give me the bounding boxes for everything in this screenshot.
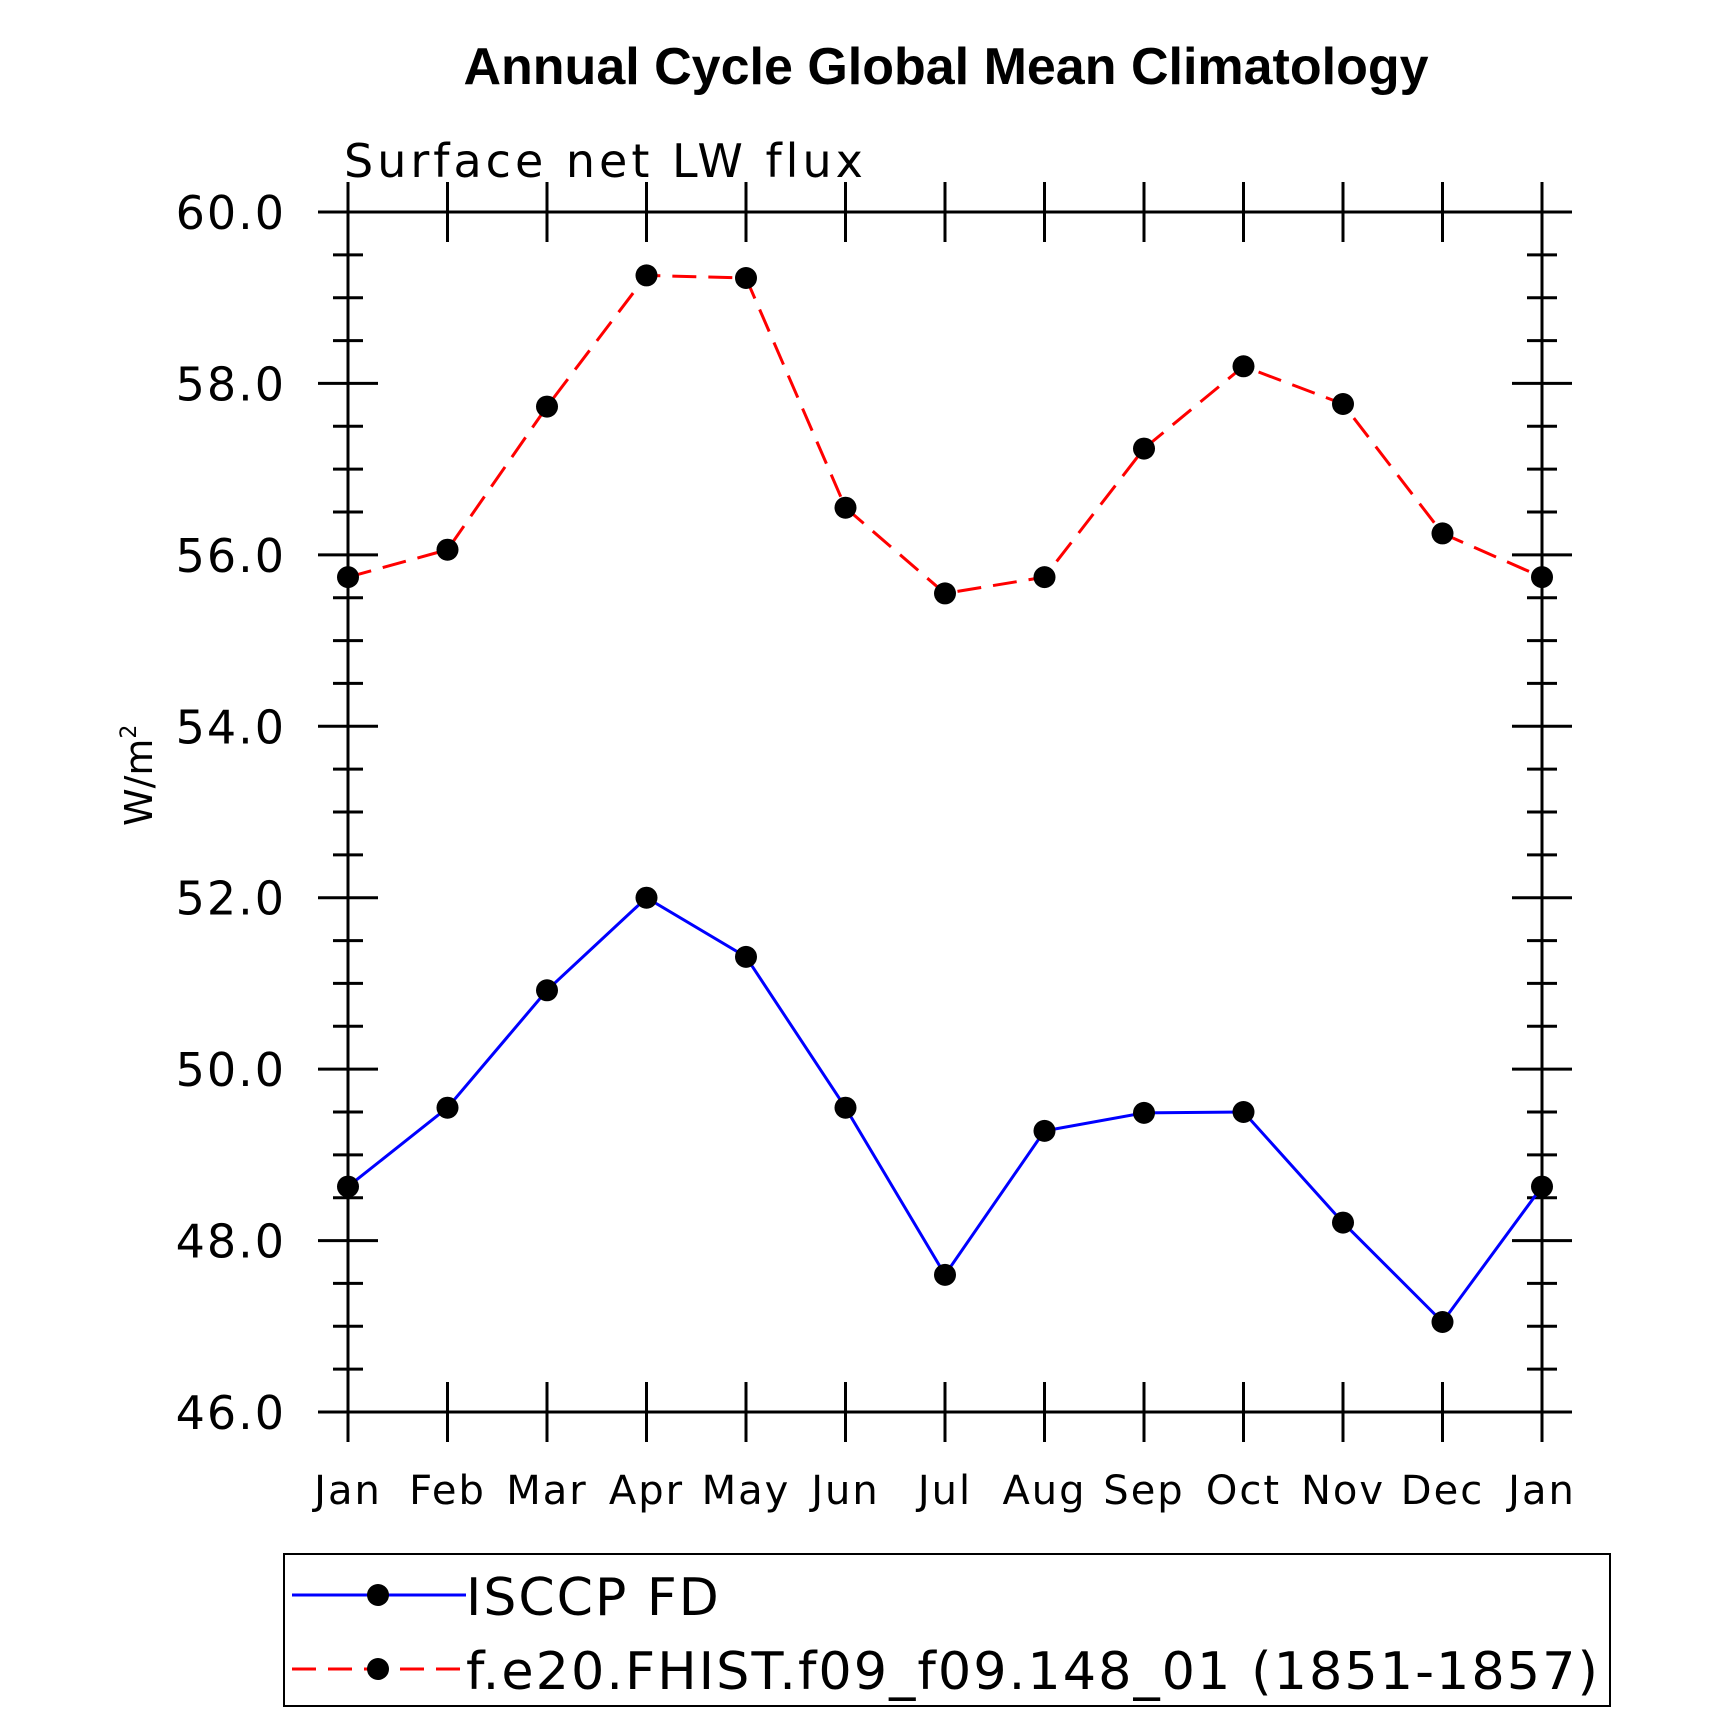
x-tick-label: Apr (609, 1468, 684, 1514)
data-point-series-1 (1531, 1175, 1553, 1198)
legend-marker-2 (367, 1658, 389, 1680)
data-point-series-2 (735, 267, 757, 289)
data-point-series-1 (735, 945, 757, 968)
data-point-series-1 (337, 1175, 359, 1198)
x-tick-label: Nov (1301, 1468, 1385, 1514)
data-point-series-2 (1033, 566, 1056, 589)
legend-box (283, 1553, 1611, 1707)
chart-subtitle: Surface net LW flux (344, 134, 867, 188)
data-point-series-1 (934, 1263, 956, 1286)
x-tick-label: Sep (1103, 1468, 1184, 1514)
y-tick-label: 56.0 (176, 529, 286, 583)
data-point-series-2 (1332, 393, 1354, 415)
x-tick-label: Mar (506, 1468, 587, 1514)
data-point-series-2 (635, 264, 658, 287)
chart-title: Annual Cycle Global Mean Climatology (463, 38, 1428, 96)
x-tick-label: Feb (409, 1468, 486, 1514)
x-tick-label: May (702, 1468, 791, 1514)
x-tick-label: Oct (1206, 1468, 1281, 1514)
data-point-series-1 (834, 1096, 857, 1119)
data-point-series-2 (1232, 355, 1255, 378)
data-point-series-1 (1033, 1119, 1056, 1142)
data-point-series-2 (1431, 522, 1454, 545)
x-tick-labels: Jan Feb Mar Apr May Jun Jul Aug Sep Oct Nov Dec Jan (311, 1468, 1576, 1514)
y-axis-label-main: W/m (117, 739, 161, 826)
y-tick-label: 52.0 (176, 872, 286, 926)
plot-axes (318, 182, 1572, 1442)
y-tick-label: 54.0 (176, 700, 286, 754)
x-tick-label: Jan (1505, 1468, 1576, 1514)
series-line-1 (347, 895, 1544, 1325)
data-point-series-1 (436, 1096, 459, 1119)
data-point-series-2 (1531, 566, 1553, 589)
y-axis-label-superscript: 2 (117, 725, 142, 739)
data-point-series-2 (436, 538, 459, 561)
y-tick-label: 46.0 (176, 1386, 286, 1440)
data-point-series-2 (337, 566, 359, 589)
data-point-series-1 (1431, 1311, 1454, 1333)
data-point-series-2 (834, 496, 857, 519)
x-tick-label: Jan (311, 1468, 382, 1514)
data-point-series-2 (536, 395, 558, 418)
data-point-series-1 (635, 886, 658, 909)
legend-label-1: ISCCP FD (466, 1568, 721, 1628)
legend-label-2: f.e20.FHIST.f09_f09.148_01 (1851-1857) (466, 1642, 1600, 1702)
y-tick-label: 48.0 (176, 1215, 286, 1269)
series-line-2 (347, 273, 1543, 596)
data-point-series-2 (934, 582, 956, 605)
y-axis-label: W/m2 (117, 725, 161, 826)
data-point-series-2 (1133, 437, 1155, 460)
data-point-series-1 (1133, 1101, 1155, 1124)
data-point-series-1 (536, 979, 558, 1002)
x-tick-label: Jul (915, 1468, 972, 1514)
data-point-series-1 (1232, 1101, 1255, 1123)
plot-frame (346, 210, 1544, 1414)
y-tick-labels: 46.0 48.0 50.0 52.0 54.0 56.0 58.0 60.0 (176, 186, 286, 1440)
x-tick-label: Jun (808, 1468, 880, 1514)
legend: ISCCP FD f.e20.FHIST.f09_f09.148_01 (1851… (283, 1553, 1611, 1707)
series-layer (337, 264, 1553, 1333)
x-tick-label: Dec (1401, 1468, 1484, 1514)
x-tick-label: Aug (1002, 1468, 1086, 1514)
y-tick-label: 58.0 (176, 357, 286, 411)
y-tick-label: 60.0 (176, 186, 286, 240)
legend-marker-1 (367, 1584, 389, 1606)
data-point-series-1 (1332, 1211, 1354, 1234)
y-tick-label: 50.0 (176, 1043, 286, 1097)
